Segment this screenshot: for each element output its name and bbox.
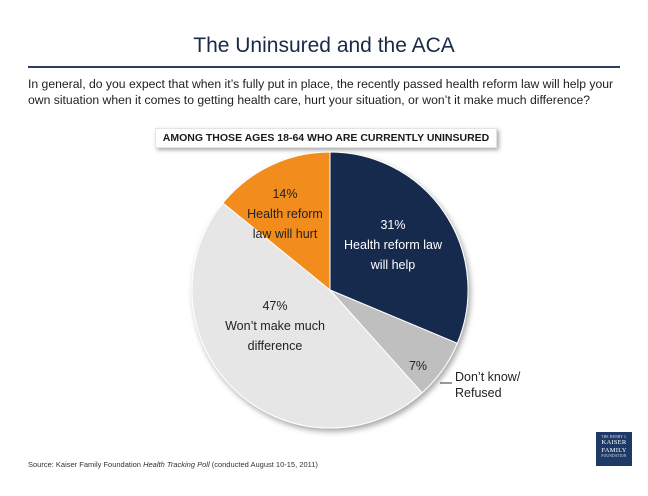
pie-value-label: 14% (272, 187, 297, 201)
pie-category-label: will help (370, 258, 416, 272)
pie-slices (191, 151, 469, 429)
source-poll-name: Health Tracking Poll (143, 460, 210, 469)
population-subheader: AMONG THOSE AGES 18-64 WHO ARE CURRENTLY… (155, 128, 497, 148)
pie-category-label: Won’t make much (225, 319, 325, 333)
logo-bottom-text: FOUNDATION (601, 454, 627, 458)
source-suffix: (conducted August 10-15, 2011) (209, 460, 318, 469)
pie-category-label: Refused (455, 386, 502, 400)
logo-line2: FAMILY (601, 446, 627, 454)
pie-value-label: 31% (380, 218, 405, 232)
kaiser-logo: THE HENRY J. KAISER FAMILY FOUNDATION (596, 432, 632, 466)
source-note: Source: Kaiser Family Foundation Health … (28, 460, 318, 469)
page-title: The Uninsured and the ACA (193, 34, 455, 57)
pie-category-label: difference (248, 339, 303, 353)
pie-category-label: Health reform (247, 207, 323, 221)
logo-top-text: THE HENRY J. (601, 435, 627, 439)
pie-category-label: Don’t know/ (455, 370, 521, 384)
pie-category-label: Health reform law (344, 238, 443, 252)
survey-question: In general, do you expect that when it’s… (28, 77, 614, 107)
pie-value-label: 7% (409, 359, 427, 373)
pie-slice (222, 151, 331, 292)
logo-line1: KAISER (601, 439, 627, 446)
source-prefix: Source: Kaiser Family Foundation (28, 460, 144, 469)
pie-slice (329, 151, 469, 344)
pie-slice (191, 202, 423, 429)
title-divider (28, 66, 620, 68)
pie-category-label: law will hurt (253, 227, 318, 241)
pie-value-label: 47% (262, 299, 287, 313)
